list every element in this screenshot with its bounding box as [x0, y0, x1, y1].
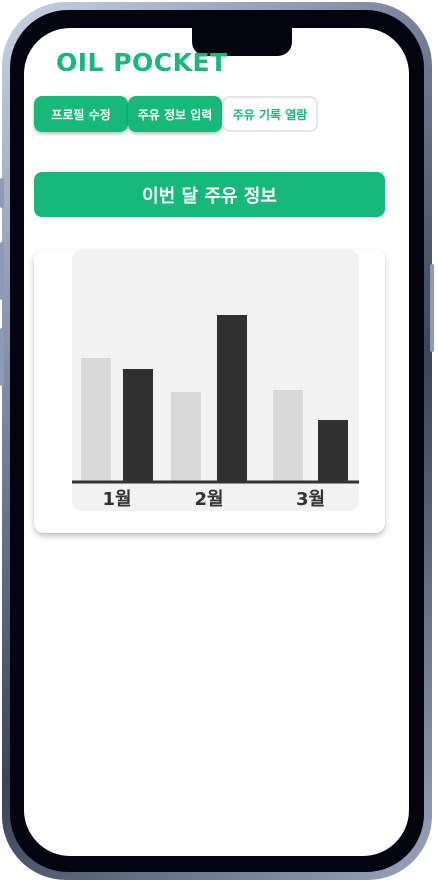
side-button-volume-down	[0, 328, 4, 386]
chart-panel: 1월 2월 3월	[72, 250, 359, 511]
bar-1-series-1	[81, 358, 111, 482]
tab-fuel-input[interactable]: 주유 정보 입력	[128, 96, 222, 132]
app-title: OIL POCKET	[56, 48, 228, 77]
notch	[192, 28, 292, 56]
side-button-volume-up	[0, 242, 4, 300]
bar-2-series-2	[217, 315, 247, 482]
side-button-silent	[0, 178, 4, 208]
side-button-power	[430, 264, 434, 352]
bar-3-series-2	[318, 420, 348, 482]
monthly-fuel-chart: 1월 2월 3월	[72, 315, 359, 510]
bar-2-series-1	[171, 392, 201, 482]
bar-3-series-1	[273, 390, 303, 482]
bar-1-series-2	[123, 369, 153, 482]
screen: OIL POCKET 프로필 수정 주유 정보 입력 주유 기록 열람 이번 달…	[24, 28, 409, 856]
x-tick-label-1: 1월	[102, 489, 131, 510]
section-title-bar: 이번 달 주유 정보	[34, 172, 385, 217]
x-tick-label-3: 3월	[296, 489, 325, 510]
x-tick-label-2: 2월	[194, 489, 223, 510]
chart-card: 1월 2월 3월	[34, 250, 385, 533]
tab-profile-edit[interactable]: 프로필 수정	[34, 96, 128, 132]
tab-fuel-history[interactable]: 주유 기록 열람	[222, 96, 318, 132]
